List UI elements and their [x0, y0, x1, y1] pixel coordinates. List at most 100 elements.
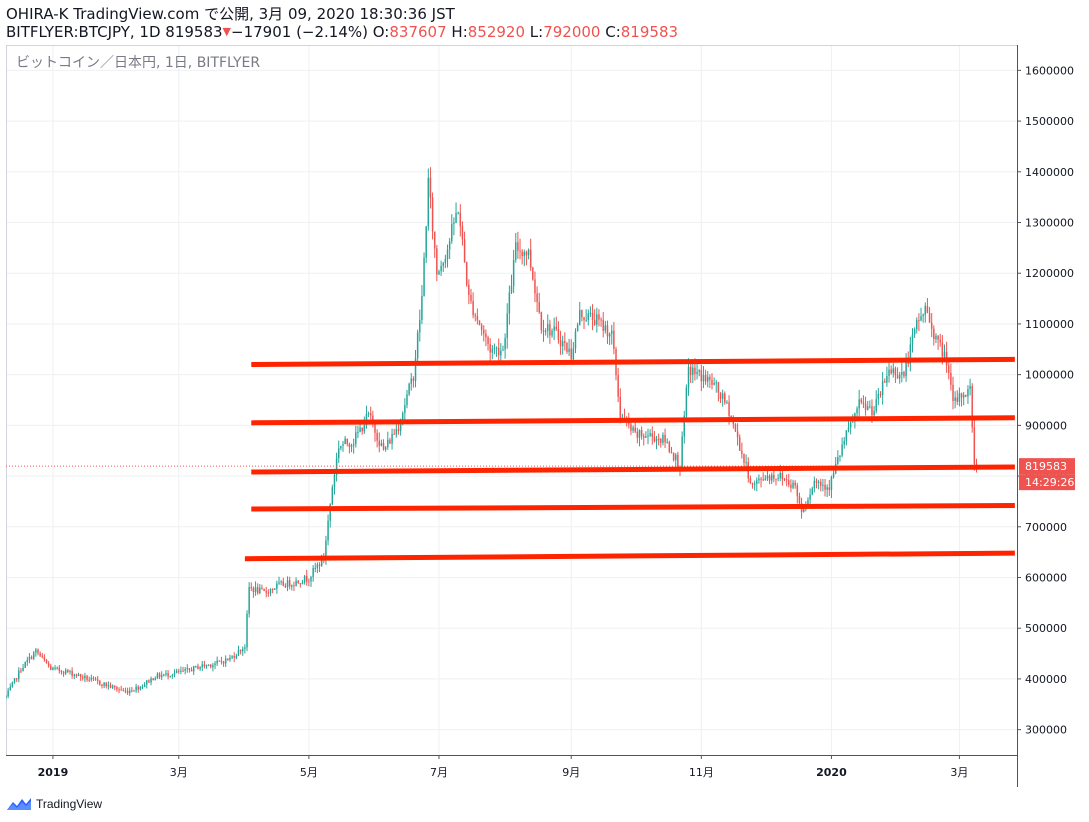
candle-body — [824, 484, 826, 490]
candle-body — [547, 324, 549, 331]
candle-body — [711, 379, 713, 385]
candle-body — [212, 665, 214, 668]
candle-body — [84, 675, 86, 679]
candle-body — [924, 305, 927, 315]
candle-body — [263, 588, 265, 591]
candle-body — [348, 443, 351, 447]
candle-body — [487, 337, 489, 345]
candle-body — [250, 587, 253, 589]
candle-body — [756, 480, 758, 484]
candle-body — [611, 330, 613, 334]
down-arrow-icon: ▼ — [222, 25, 232, 38]
candle-body — [903, 372, 905, 377]
candle-body — [788, 480, 790, 485]
candle-body — [199, 667, 201, 670]
candle-body — [960, 393, 963, 398]
candle-body — [598, 314, 600, 320]
candle-body — [841, 444, 843, 456]
candle-body — [519, 250, 521, 252]
candle-body — [39, 653, 41, 656]
candle-body — [18, 670, 20, 680]
candle-body — [376, 432, 378, 441]
candle-body — [118, 689, 120, 691]
y-tick-label: 1500000 — [1025, 115, 1074, 128]
candle-body — [320, 556, 323, 566]
candle-body — [73, 674, 75, 676]
candle-body — [572, 348, 575, 360]
candle-body — [301, 582, 304, 585]
candle-body — [192, 665, 195, 672]
candle-body — [777, 477, 779, 480]
y-tick-label: 900000 — [1025, 419, 1067, 432]
candle-body — [52, 667, 54, 670]
tradingview-brand: TradingView — [36, 797, 103, 811]
candle-body — [638, 429, 641, 438]
candle-body — [135, 686, 137, 691]
candle-body — [267, 592, 270, 594]
candle-body — [299, 583, 302, 585]
candle-body — [318, 564, 321, 566]
candle-body — [69, 670, 71, 672]
price-chart[interactable]: ビットコイン／日本円, 1日, BITFLYER 1600000 1500000 14… — [5, 45, 1084, 787]
candle-body — [534, 279, 536, 294]
candle-body — [593, 320, 596, 325]
candle-body — [973, 427, 976, 464]
candle-body — [581, 309, 583, 318]
candle-body — [64, 669, 67, 674]
candle-body — [416, 332, 419, 359]
candle-body — [845, 430, 848, 441]
candle-body — [56, 667, 58, 669]
candle-body — [148, 680, 150, 683]
candle-body — [182, 670, 184, 672]
candle-body — [404, 405, 406, 413]
candle-body — [175, 670, 178, 673]
candle-body — [604, 325, 607, 331]
x-tick-label: 3月 — [170, 766, 188, 779]
x-tick-label: 2019 — [38, 766, 69, 779]
candle-body — [884, 381, 886, 383]
candle-body — [128, 690, 131, 694]
candle-body — [54, 667, 56, 669]
candle-body — [651, 433, 654, 437]
candle-body — [736, 431, 739, 438]
candle-body — [901, 372, 903, 375]
candle-body — [442, 263, 444, 266]
candle-body — [276, 583, 278, 589]
candle-body — [660, 438, 662, 443]
candle-body — [67, 669, 69, 672]
candle-body — [969, 386, 971, 390]
candle-body — [717, 382, 720, 393]
candle-body — [766, 475, 769, 479]
candle-body — [760, 478, 762, 480]
candle-body — [274, 588, 276, 590]
candle-body — [952, 384, 954, 401]
candle-body — [382, 443, 385, 450]
candle-body — [427, 177, 430, 227]
tradingview-footer[interactable]: TradingView — [6, 794, 102, 814]
candle-body — [363, 425, 366, 432]
candle-body — [849, 422, 852, 428]
candle-body — [783, 479, 786, 481]
candle-body — [939, 339, 941, 343]
chart-canvas[interactable]: ビットコイン／日本円, 1日, BITFLYER 1600000 1500000 14… — [5, 45, 1084, 787]
candle-body — [152, 678, 154, 681]
candle-body — [220, 660, 223, 662]
candle-body — [359, 427, 361, 433]
candle-body — [692, 367, 694, 376]
x-tick-label: 2020 — [816, 766, 847, 779]
candle-body — [860, 399, 863, 403]
candle-body — [423, 257, 425, 296]
candle-body — [436, 248, 438, 275]
candle-body — [962, 394, 965, 398]
candle-body — [397, 429, 400, 431]
candle-body — [965, 394, 967, 397]
time-badge-text: 14:29:26 — [1025, 476, 1074, 489]
candle-body — [453, 222, 455, 225]
candle-body — [346, 438, 349, 444]
x-tick-label: 7月 — [430, 766, 448, 779]
y-tick-label: 1200000 — [1025, 267, 1074, 280]
candle-body — [798, 496, 801, 504]
candle-body — [11, 682, 14, 687]
candle-body — [233, 656, 235, 658]
candle-body — [515, 242, 517, 260]
